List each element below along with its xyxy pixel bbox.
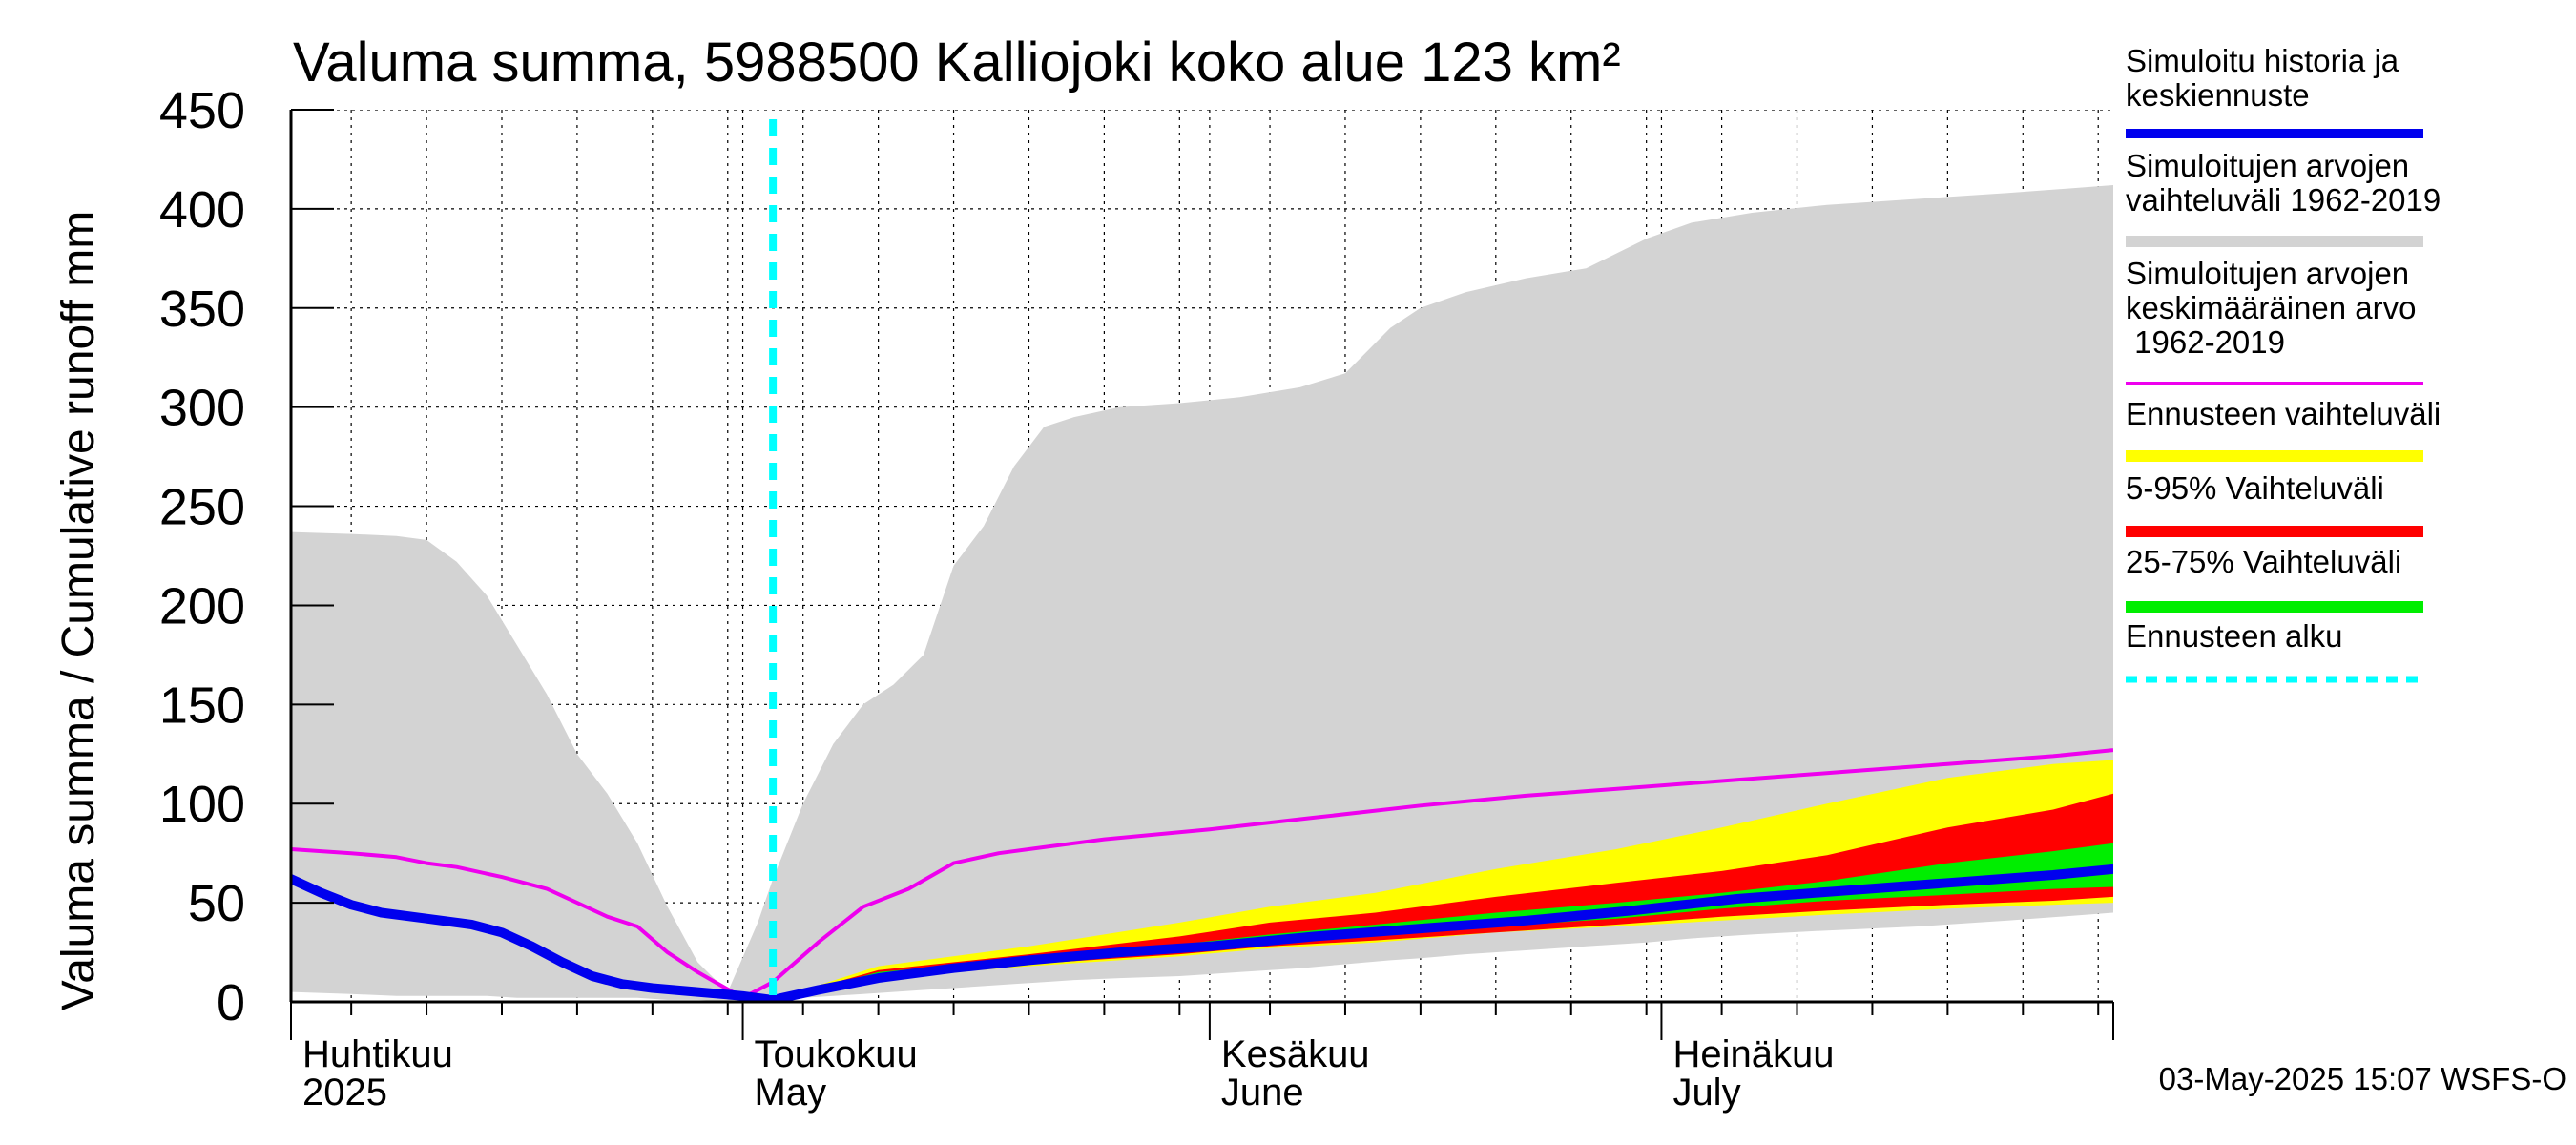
x-month-label-fi: Toukokuu — [755, 1033, 918, 1075]
y-axis-label: Valuma summa / Cumulative runoff mm — [53, 211, 104, 1011]
legend-label: Simuloitu historia ja keskiennuste — [2126, 43, 2399, 113]
y-tick-label: 0 — [217, 974, 245, 1031]
historical-range-area — [291, 185, 2113, 1002]
y-tick-label: 350 — [159, 281, 245, 338]
timestamp: 03-May-2025 15:07 WSFS-O — [2159, 1061, 2566, 1096]
x-month-label-en: 2025 — [302, 1072, 387, 1114]
x-month-label-fi: Kesäkuu — [1221, 1033, 1370, 1075]
y-tick-label: 400 — [159, 181, 245, 239]
x-month-label-en: June — [1221, 1072, 1304, 1114]
p25-75-range-area — [773, 843, 2113, 1000]
x-month-label-en: July — [1672, 1072, 1740, 1114]
x-month-label-fi: Heinäkuu — [1672, 1033, 1834, 1075]
x-month-label-en: May — [755, 1072, 827, 1114]
x-month-label-fi: Huhtikuu — [302, 1033, 453, 1075]
y-tick-label: 150 — [159, 677, 245, 734]
legend: Simuloitu historia ja keskiennuste Simuloi… — [2126, 43, 2441, 683]
historical-mean-line — [291, 748, 2113, 1000]
y-tick-label: 250 — [159, 479, 245, 536]
data-areas — [291, 185, 2113, 1002]
y-tick-label: 450 — [159, 82, 245, 139]
legend-label: 5-95% Vaihteluväli — [2126, 470, 2384, 506]
y-tick-label: 200 — [159, 577, 245, 635]
legend-label: 25-75% Vaihteluväli — [2126, 544, 2401, 579]
y-tick-label: 300 — [159, 380, 245, 437]
forecast-range-area — [773, 760, 2113, 1000]
median-forecast-line — [291, 864, 2113, 1002]
data-lines — [291, 119, 2113, 1002]
legend-label: Simuloitujen arvojen vaihteluväli 1962-20… — [2126, 148, 2441, 218]
y-tick-label: 50 — [188, 875, 245, 932]
plot-area — [291, 110, 2113, 1002]
legend-label: Simuloitujen arvojen keskimääräinen arvo … — [2126, 256, 2416, 360]
legend-label: Ennusteen alku — [2126, 618, 2343, 654]
y-tick-label: 100 — [159, 776, 245, 833]
p5-95-range-area — [773, 793, 2113, 1000]
chart-title: Valuma summa, 5988500 Kalliojoki koko al… — [293, 31, 1621, 94]
legend-label: Ennusteen vaihteluväli — [2126, 396, 2441, 431]
